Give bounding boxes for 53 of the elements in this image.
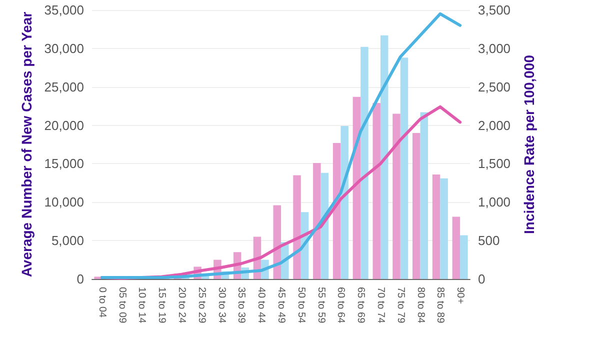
line-series: [100, 12, 462, 279]
x-tick-label: 20 to 24: [176, 287, 188, 324]
x-tick-label: 30 to 34: [216, 287, 227, 324]
y-tick-label: 25,000: [44, 79, 84, 94]
x-tick-label: 70 to 74: [374, 287, 386, 324]
y-axis-title: Average Number of New Cases per Year: [18, 11, 34, 278]
y-tick-label: 10,000: [44, 194, 84, 210]
bar: [392, 114, 400, 279]
x-tick-label: 0 to 04: [96, 287, 108, 318]
bar: [340, 126, 348, 279]
y-tick-label: 20,000: [44, 118, 84, 133]
y-tick-label: 30,000: [44, 40, 84, 56]
y2-tick-label: 2,500: [478, 79, 511, 94]
x-tick-label: 85 to 89: [434, 287, 446, 324]
y2-tick-label: 500: [478, 233, 500, 248]
bar: [360, 46, 368, 279]
y-tick-label: 35,000: [44, 2, 84, 18]
x-tick-label: 10 to 14: [136, 287, 148, 324]
x-tick-label: 40 to 44: [256, 287, 267, 324]
bar: [273, 205, 281, 279]
x-tick-label: 55 to 59: [315, 287, 326, 324]
bar: [293, 175, 301, 279]
y2-tick-label: 0: [478, 272, 486, 286]
bar: [313, 162, 321, 279]
y2-tick-label: 1,500: [478, 156, 511, 172]
y2-tick-label: 3,000: [478, 40, 511, 56]
x-tick-label: 80 to 84: [414, 287, 426, 324]
y-tick-label: 0: [76, 272, 84, 286]
x-tick-label: 50 to 54: [295, 287, 306, 324]
bar: [400, 58, 408, 279]
y2-tick-label: 1,000: [478, 194, 511, 210]
y-tick-label: 5,000: [51, 233, 84, 248]
x-tick-label: 25 to 29: [196, 287, 207, 324]
x-tick-label: 05 to 09: [116, 287, 128, 324]
bar: [432, 174, 440, 279]
x-tick-label: 90+: [454, 287, 466, 304]
bar: [412, 132, 420, 279]
x-tick-label: 75 to 79: [394, 287, 406, 324]
bar: [460, 235, 468, 279]
y-tick-label: 15,000: [44, 156, 84, 172]
y2-axis-title: Incidence Rate per 100,000: [521, 54, 537, 234]
bar: [452, 216, 460, 279]
y2-tick-label: 3,500: [478, 2, 511, 18]
x-tick-label: 45 to 49: [276, 287, 286, 324]
bar: [380, 35, 388, 279]
x-tick-label: 65 to 69: [355, 287, 366, 324]
bar: [440, 178, 448, 279]
x-tick-label: 35 to 39: [236, 287, 247, 324]
bar: [372, 102, 380, 279]
bar: [420, 112, 428, 279]
x-tick-label: 15 to 19: [156, 287, 168, 324]
y2-tick-label: 2,000: [478, 118, 511, 133]
x-tick-label: 60 to 64: [335, 287, 346, 324]
